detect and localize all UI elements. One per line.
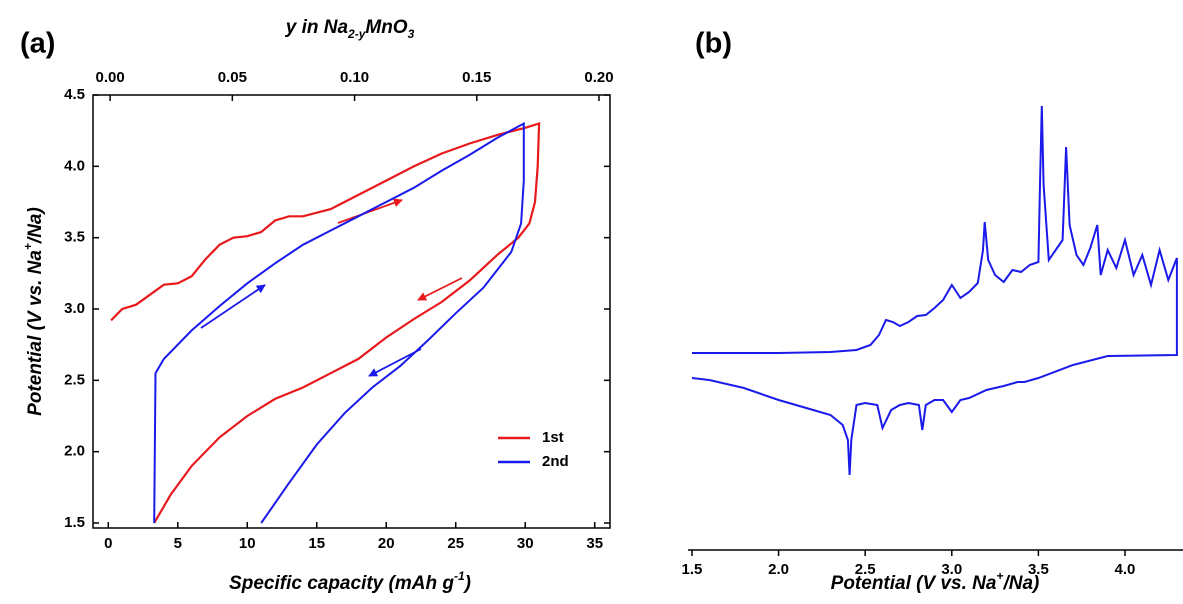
y-tick-label: 4.5	[64, 86, 85, 103]
arrow	[337, 198, 403, 224]
y-axis-title-part: +	[21, 243, 35, 250]
x-tick-label: 10	[239, 535, 256, 552]
y-tick-label: 1.5	[64, 514, 85, 531]
y-tick-label: 3.0	[64, 300, 85, 317]
x-tick-label: 1.5	[682, 561, 703, 578]
y-tick-label: 2.5	[64, 371, 85, 388]
x-axis-title: Specific capacity (mAh g-1)	[229, 569, 471, 594]
x2-tick-label: 0.20	[584, 69, 613, 86]
data-line	[110, 121, 541, 524]
x-axis-title-part: Potential (V vs. Na	[831, 573, 997, 594]
x-axis-title-part: )	[463, 573, 471, 594]
x-tick-label: 0	[104, 535, 112, 552]
x-tick-label: 5	[174, 535, 182, 552]
x2-axis-title-part: 3	[408, 27, 415, 41]
x-tick-label: 4.0	[1115, 561, 1136, 578]
plot-frame	[92, 94, 611, 529]
x-tick-label: 15	[308, 535, 325, 552]
y-axis-title-part: /Na)	[25, 207, 46, 244]
arrow	[200, 284, 266, 329]
x-axis-title-part: +	[996, 569, 1003, 583]
x2-tick-label: 0.05	[218, 69, 247, 86]
data-line	[691, 105, 1178, 476]
y-axis-title: Potential (V vs. Na+/Na)	[21, 207, 46, 416]
x-tick-label: 35	[586, 535, 603, 552]
x2-tick-label: 0.15	[462, 69, 491, 86]
x2-axis-title-part: MnO	[365, 17, 407, 38]
x-axis-title-part: Specific capacity (mAh g	[229, 573, 454, 594]
y-tick-label: 4.0	[64, 157, 85, 174]
x2-axis-title: y in Na2-yMnO3	[285, 17, 415, 41]
x-tick-label: 3.5	[1028, 561, 1049, 578]
x2-tick-label: 0.10	[340, 69, 369, 86]
x-tick-label: 20	[378, 535, 395, 552]
panel-label: (b)	[695, 28, 732, 60]
x-tick-label: 30	[517, 535, 534, 552]
x-tick-label: 3.0	[941, 561, 962, 578]
x-axis-title: Potential (V vs. Na+/Na)	[831, 569, 1040, 594]
y-tick-label: 3.5	[64, 229, 85, 246]
y-axis-title-part: Potential (V vs. Na	[25, 250, 46, 416]
data-line	[153, 121, 525, 524]
x-axis-title-part: -1	[454, 569, 465, 583]
x2-tick-label: 0.00	[96, 69, 125, 86]
x-axis-title-part: /Na)	[1002, 573, 1039, 594]
arrow	[417, 277, 463, 301]
x-tick-label: 2.0	[768, 561, 789, 578]
x-tick-label: 2.5	[855, 561, 876, 578]
panel-label: (a)	[20, 28, 55, 60]
y-tick-label: 2.0	[64, 443, 85, 460]
x2-axis-title-part: 2-y	[347, 27, 367, 41]
x-tick-label: 25	[447, 535, 464, 552]
legend-label: 1st	[542, 429, 564, 446]
legend-label: 2nd	[542, 453, 569, 470]
x2-axis-title-part: y in Na	[285, 17, 349, 38]
